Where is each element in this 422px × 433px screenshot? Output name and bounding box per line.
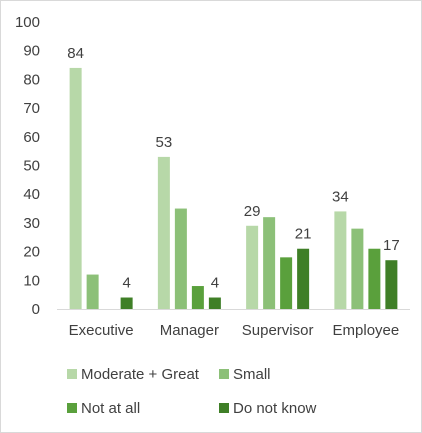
legend-label: Do not know <box>233 400 317 417</box>
y-tick-label: 80 <box>23 71 40 88</box>
bar-not-at-all-supervisor <box>280 257 293 309</box>
data-label: 34 <box>332 188 349 205</box>
bar-do-not-know-manager <box>208 297 221 309</box>
y-tick-label: 100 <box>15 14 40 31</box>
x-category-label: Manager <box>160 322 219 339</box>
x-category-label: Executive <box>69 322 134 339</box>
bar-do-not-know-supervisor <box>297 248 310 309</box>
bar-not-at-all-manager <box>191 286 204 309</box>
bar-moderate-great-executive <box>69 67 82 309</box>
bar-do-not-know-executive <box>120 297 133 309</box>
data-label: 17 <box>383 237 400 254</box>
legend-swatch <box>219 369 229 379</box>
bar-not-at-all-employee <box>368 248 381 309</box>
legend-label: Moderate + Great <box>81 366 200 383</box>
data-label: 4 <box>211 275 219 292</box>
legend-label: Small <box>233 366 271 383</box>
legend-swatch <box>67 403 77 413</box>
bar-moderate-great-manager <box>157 156 170 309</box>
legend-swatch <box>219 403 229 413</box>
data-label: 21 <box>295 226 312 243</box>
bar-small-employee <box>351 228 364 309</box>
y-tick-label: 50 <box>23 158 40 175</box>
x-category-label: Supervisor <box>242 322 314 339</box>
data-label: 4 <box>122 275 130 292</box>
bar-do-not-know-employee <box>385 260 398 309</box>
data-label: 53 <box>156 134 173 151</box>
y-tick-label: 30 <box>23 215 40 232</box>
y-tick-label: 90 <box>23 43 40 60</box>
y-tick-label: 70 <box>23 100 40 117</box>
y-tick-label: 10 <box>23 272 40 289</box>
legend-swatch <box>67 369 77 379</box>
y-tick-label: 0 <box>32 301 40 318</box>
bar-small-manager <box>174 208 187 309</box>
y-tick-label: 60 <box>23 129 40 146</box>
bar-moderate-great-supervisor <box>246 225 259 309</box>
x-category-label: Employee <box>333 322 400 339</box>
data-label: 29 <box>244 203 261 220</box>
legend-label: Not at all <box>81 400 140 417</box>
data-label: 84 <box>67 45 84 62</box>
y-tick-label: 20 <box>23 244 40 261</box>
y-tick-label: 40 <box>23 186 40 203</box>
bar-small-executive <box>86 274 99 309</box>
bar-small-supervisor <box>263 217 276 309</box>
bar-moderate-great-employee <box>334 211 347 309</box>
